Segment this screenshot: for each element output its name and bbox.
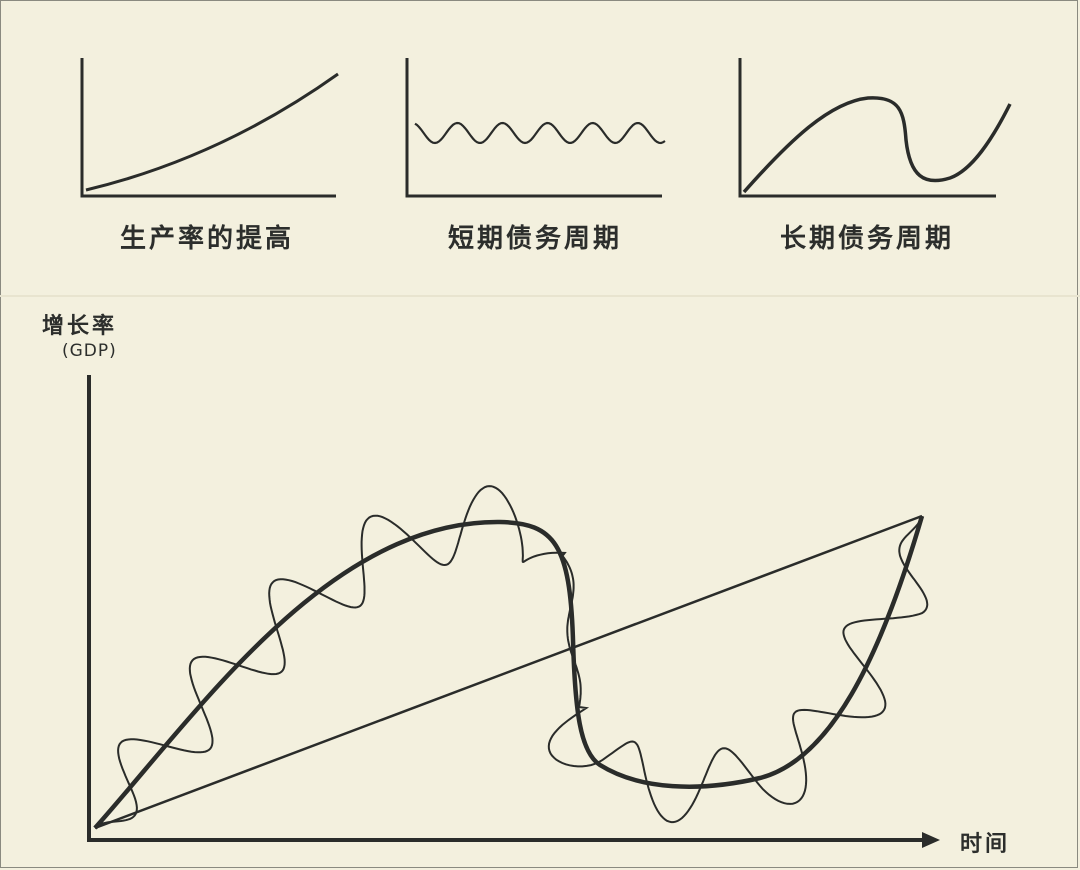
main-chart-x-arrow [922,832,940,848]
mini-chart-productivity-axes [80,58,336,198]
mini-chart-long-cycle [738,58,1012,198]
mini-chart-long-cycle-axes [738,58,996,198]
mini-chart-productivity-curve [85,72,339,192]
long-term-cycle-curve [93,515,925,830]
mini-chart-long-cycle-curve [742,96,1012,194]
main-chart-y-label: 增长率 [42,314,118,339]
mini-chart-short-cycle-curve [414,121,666,145]
main-chart-x-label: 时间 [960,832,1011,857]
main-chart-y-sublabel: (GDP) [62,341,117,361]
mini-chart-productivity [80,58,339,198]
mini-chart-productivity-title: 生产率的提高 [119,224,294,254]
short-term-cycles-curve [94,485,929,829]
mini-chart-short-cycle-title: 短期债务周期 [447,224,622,254]
mini-chart-short-cycle-axes [405,58,662,198]
mini-chart-short-cycle [405,58,666,198]
mini-chart-long-cycle-title: 长期债务周期 [779,224,954,254]
section-divider [0,295,1080,297]
productivity-trend-line [94,514,923,830]
main-chart [87,375,940,848]
